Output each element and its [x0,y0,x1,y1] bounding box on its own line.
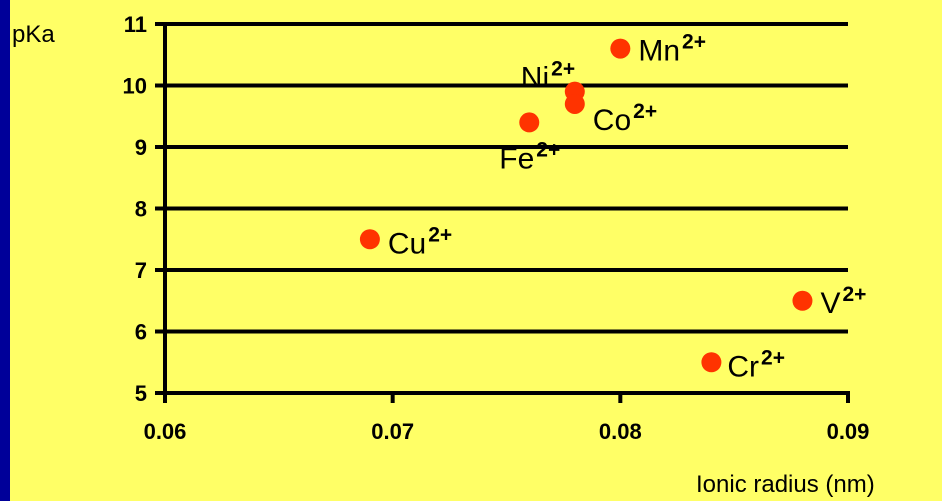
point-labels: Cu2+ Fe2+ Ni2+ Co2+ Mn2+ Cr2+ V2+ [388,31,867,384]
grid-lines [165,22,848,334]
x-tick-label: 0.06 [144,419,187,444]
x-tick-label: 0.07 [371,419,414,444]
y-axis-title: pKa [12,21,55,48]
point-label-cu: Cu2+ [388,223,452,260]
x-tick-label: 0.09 [827,419,870,444]
data-points [359,38,813,373]
scatter-chart: 5 6 7 8 9 10 11 0.06 0.07 0.08 0.09 Cu2+ Fe2+ Ni2+ Co… [12,12,875,498]
y-tick-label: 5 [135,381,147,406]
point-label-ni: Ni2+ [521,58,575,95]
point-label-cr: Cr2+ [727,346,785,383]
point-cu [359,229,380,250]
point-label-fe: Fe2+ [499,138,560,175]
x-axis-title: Ionic radius (nm) [696,471,875,498]
tick-labels: 5 6 7 8 9 10 11 0.06 0.07 0.08 0.09 [123,12,870,444]
x-tick-label: 0.08 [599,419,642,444]
point-v [792,290,813,311]
point-co [564,93,585,114]
point-label-co: Co2+ [593,100,657,137]
axes [155,22,850,403]
y-tick-label: 10 [123,74,147,99]
y-tick-label: 9 [135,135,147,160]
y-tick-label: 11 [124,12,147,37]
point-label-mn: Mn2+ [638,31,706,68]
chart-panel: 5 6 7 8 9 10 11 0.06 0.07 0.08 0.09 Cu2+ Fe2+ Ni2+ Co… [10,0,942,501]
y-tick-label: 6 [135,320,147,345]
point-label-v: V2+ [820,283,866,320]
y-tick-label: 7 [135,258,147,283]
point-mn [610,38,631,59]
point-fe [519,112,540,133]
point-cr [701,352,722,373]
y-tick-label: 8 [135,197,147,222]
